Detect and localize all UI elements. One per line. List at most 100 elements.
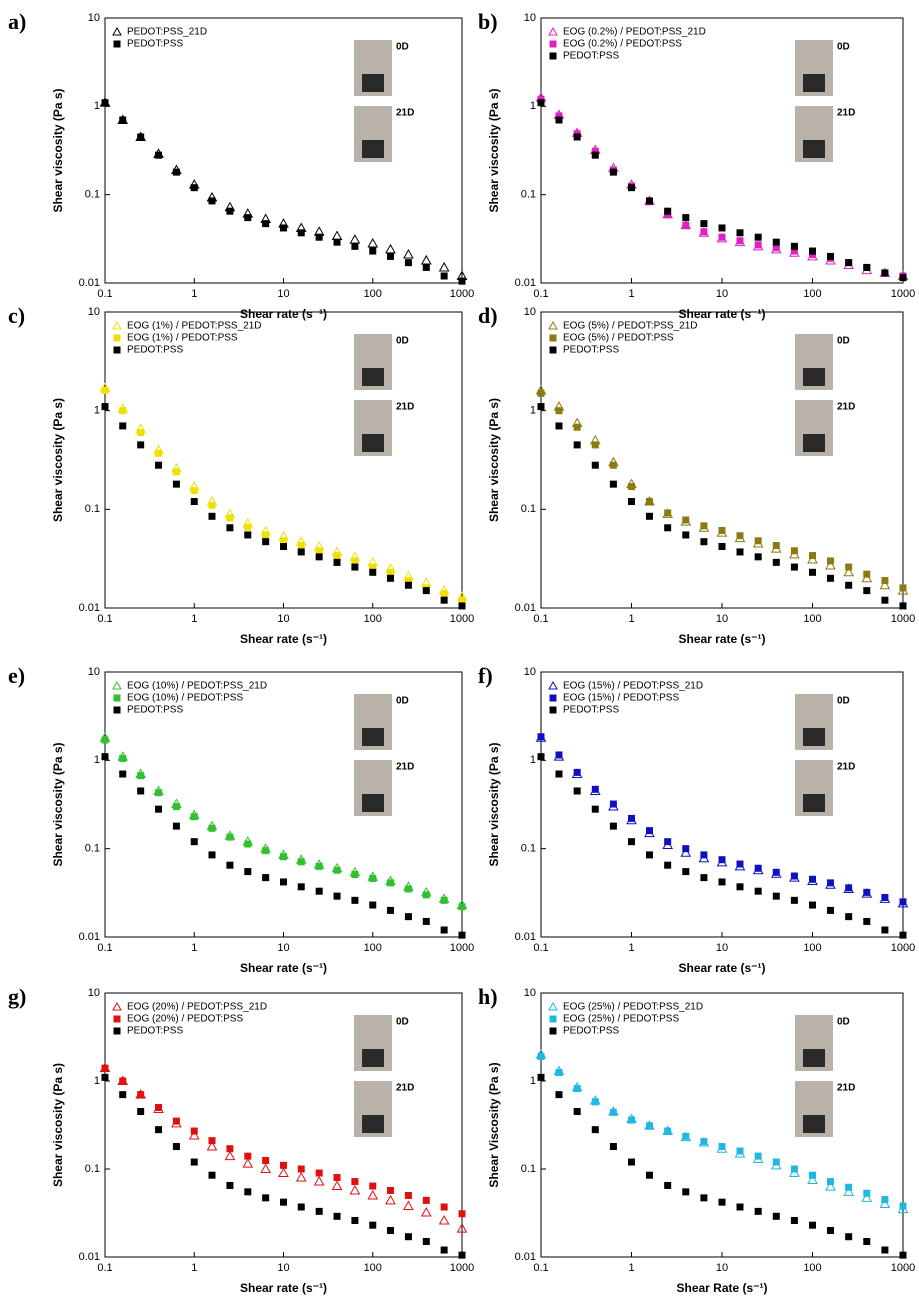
data-point: [208, 851, 216, 859]
data-point: [881, 894, 889, 902]
data-point: [440, 272, 448, 280]
data-point: [555, 422, 563, 430]
legend-label: EOG (1%) / PEDOT:PSS_21D: [127, 321, 262, 332]
legend-label: PEDOT:PSS: [127, 1026, 183, 1037]
panel-label: g): [8, 984, 26, 1009]
data-point: [190, 838, 198, 846]
data-point: [101, 1073, 109, 1081]
data-point: [843, 1186, 855, 1196]
data-point: [422, 917, 430, 925]
data-point: [772, 892, 780, 900]
data-point: [386, 574, 394, 582]
panel-label: f): [478, 663, 493, 688]
data-point: [369, 247, 377, 255]
data-point: [664, 211, 672, 219]
data-point: [262, 874, 270, 882]
x-tick-label: 1000: [450, 613, 474, 625]
data-point: [645, 851, 653, 859]
data-point: [297, 541, 305, 549]
data-point: [664, 509, 672, 517]
panel-label: h): [478, 984, 498, 1009]
legend-label: EOG (10%) / PEDOT:PSS: [127, 693, 243, 704]
data-point: [458, 1210, 466, 1218]
data-point: [333, 238, 341, 246]
photo-dark: [362, 368, 384, 386]
data-point: [863, 888, 871, 896]
photo-label-box: [392, 1015, 416, 1029]
data-point: [262, 531, 270, 539]
data-point: [682, 516, 690, 524]
photo-label-box: [833, 1015, 857, 1029]
data-point: [404, 259, 412, 267]
data-point: [682, 845, 690, 853]
x-axis-label: Shear rate (s⁻¹): [240, 1281, 327, 1295]
data-point: [573, 1108, 581, 1116]
photo-label-box: [833, 694, 857, 708]
x-tick-label: 10: [716, 1262, 728, 1274]
photo-label: 21D: [837, 402, 855, 413]
data-point: [790, 242, 798, 250]
data-point: [772, 558, 780, 566]
data-point: [206, 1141, 218, 1151]
data-point: [879, 579, 891, 590]
y-axis-label: Shear viscosity (Pa s): [487, 398, 501, 522]
data-point: [440, 590, 448, 598]
photo-label: 21D: [837, 108, 855, 119]
photo-dark: [803, 368, 825, 386]
data-point: [899, 274, 907, 282]
x-tick-label: 10: [277, 288, 289, 300]
photo-label: 21D: [396, 402, 414, 413]
legend-symbol: [549, 40, 557, 48]
x-tick-label: 0.1: [533, 942, 548, 954]
data-point: [807, 1174, 818, 1184]
photo-dark: [803, 794, 825, 812]
data-point: [458, 903, 466, 911]
y-tick-label: 0.01: [515, 602, 536, 614]
photo-dark: [803, 140, 825, 158]
data-point: [297, 883, 305, 891]
data-point: [899, 931, 907, 939]
data-point: [790, 896, 798, 904]
photo-label: 0D: [837, 1017, 850, 1028]
legend-label: EOG (15%) / PEDOT:PSS_21D: [563, 681, 703, 692]
y-tick-label: 1: [94, 754, 100, 766]
panel-label: e): [8, 663, 25, 688]
photo-label-box: [392, 1081, 416, 1095]
data-point: [101, 753, 109, 761]
data-point: [190, 184, 198, 192]
data-point: [645, 827, 653, 835]
data-point: [369, 901, 377, 909]
data-point: [137, 787, 145, 795]
x-tick-label: 10: [716, 288, 728, 300]
data-point: [369, 1182, 377, 1190]
data-point: [190, 498, 198, 506]
y-tick-label: 10: [524, 306, 536, 318]
x-tick-label: 1000: [891, 613, 915, 625]
x-tick-label: 1000: [450, 942, 474, 954]
data-point: [863, 1238, 871, 1246]
plot-frame: [104, 17, 463, 284]
data-point: [664, 1181, 672, 1189]
data-point: [226, 1145, 234, 1153]
legend-label: EOG (25%) / PEDOT:PSS_21D: [563, 1002, 703, 1013]
x-tick-label: 10: [277, 942, 289, 954]
data-point: [315, 887, 323, 895]
x-tick-label: 100: [364, 613, 382, 625]
data-point: [137, 1108, 145, 1116]
y-tick-label: 10: [524, 987, 536, 999]
data-point: [333, 866, 341, 874]
legend-symbol: [113, 1015, 121, 1023]
x-tick-label: 1: [628, 288, 634, 300]
data-point: [172, 1117, 180, 1125]
data-point: [313, 1176, 325, 1186]
data-point: [718, 878, 726, 886]
data-point: [422, 1196, 430, 1204]
data-point: [609, 480, 617, 488]
data-point: [754, 233, 762, 241]
data-point: [645, 498, 653, 506]
data-point: [809, 875, 816, 883]
y-axis-label: Shear viscosity (Pa s): [51, 742, 65, 866]
x-tick-label: 1: [191, 288, 197, 300]
photo-dark: [803, 1115, 825, 1133]
data-point: [119, 770, 127, 778]
